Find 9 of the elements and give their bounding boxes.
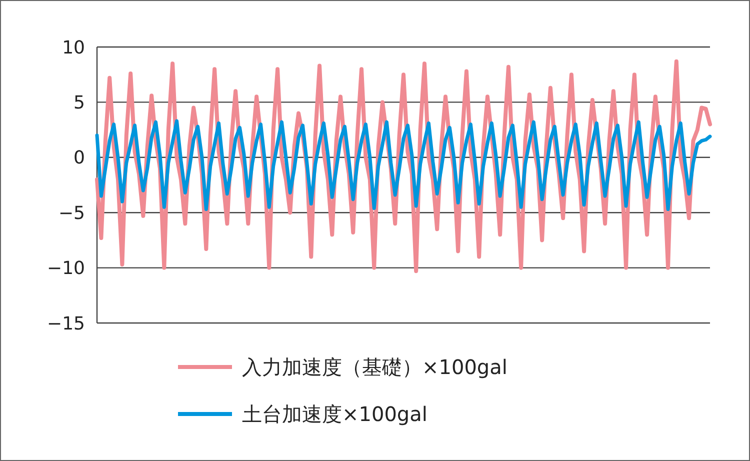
y-tick-label: 0 [74, 148, 85, 169]
y-tick-label: 10 [62, 37, 85, 58]
legend-label: 土台加速度×100gal [242, 402, 428, 426]
legend-label: 入力加速度（基礎）×100gal [242, 355, 508, 379]
y-tick-label: −5 [58, 202, 85, 224]
line-series [95, 119, 712, 212]
y-tick-label: −15 [47, 313, 85, 334]
y-tick-label: 5 [74, 92, 85, 114]
y-tick-label: −10 [47, 258, 85, 280]
